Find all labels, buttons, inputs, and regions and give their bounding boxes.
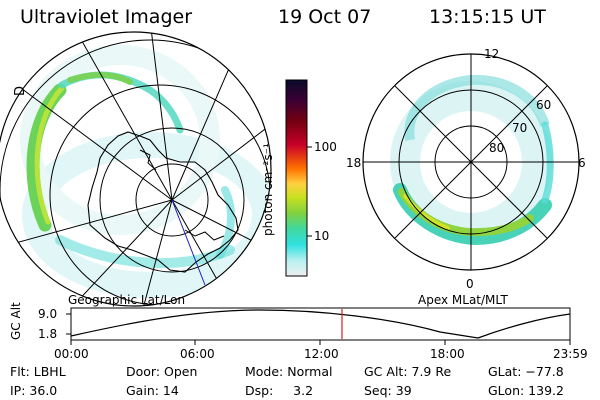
coastline [87,131,239,273]
colorbar-gradient [285,79,308,277]
timeline-axis-label: GC Alt [9,302,23,340]
altitude-curve [70,309,571,339]
nadir-track [171,199,206,286]
mlt-12-label: 12 [484,47,500,61]
mlat-60-label: 60 [536,98,552,112]
colorbar-unit-label: photon cm⁻²s⁻¹ [261,143,275,236]
dsp-info: Dsp: 3.2 [245,383,314,398]
auroral-oval-south [55,235,235,269]
mlat-70-label: 70 [512,121,528,135]
filter-info: Flt: LBHL [10,364,66,379]
date-label: 19 Oct 07 [278,6,372,28]
mode-info: Mode: Normal [245,364,333,379]
colorbar-label-100: 100 [314,140,337,154]
geographic-map [0,32,271,306]
colorbar [285,79,312,277]
timeline-xtick-1800: 18:00 [430,347,465,361]
mlat-80-label: 80 [489,141,505,155]
gc-alt-info: GC Alt: 7.9 Re [364,364,452,379]
mlt-18-label: 18 [346,156,362,170]
timeline-ytick-low: 1.8 [38,327,58,341]
instrument-title: Ultraviolet Imager [20,6,193,28]
geographic-caption: Geographic Lat/Lon [68,293,186,307]
ip-info: IP: 36.0 [10,383,58,398]
seq-info: Seq: 39 [364,383,412,398]
door-info: Door: Open [126,364,198,379]
glat-info: GLat: −77.8 [488,364,564,379]
timeline-xtick-1200: 12:00 [304,347,339,361]
apex-caption: Apex MLat/MLT [418,293,508,307]
left-view-limb [0,31,272,307]
timeline-xtick-0000: 00:00 [54,347,89,361]
mlt-0-label: 0 [466,277,474,291]
gain-info: Gain: 14 [126,383,179,398]
timeline-ytick-high: 9.0 [38,307,58,321]
mlt-6-label: 6 [578,156,586,170]
limb-glyph: D [13,86,28,96]
timeline-xtick-0600: 06:00 [180,347,215,361]
colorbar-label-10: 10 [314,229,330,243]
timeline-xtick-2359: 23:59 [553,347,588,361]
altitude-timeline [66,307,571,345]
time-label: 13:15:15 UT [429,6,546,28]
glon-info: GLon: 139.2 [488,383,564,398]
mlat-60-circle [362,53,580,271]
mlt-dial [362,53,580,271]
